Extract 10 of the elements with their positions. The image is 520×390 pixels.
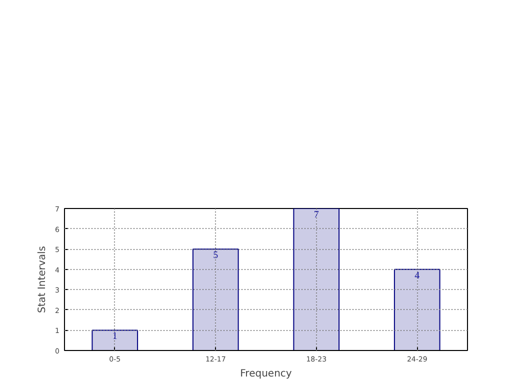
- data-label: 7: [314, 210, 319, 220]
- bar: [293, 208, 340, 350]
- data-label: 1: [112, 331, 118, 342]
- bar: [394, 268, 440, 350]
- data-label: 5: [213, 250, 218, 262]
- y-axis-title: Stat Intervals: [37, 246, 48, 313]
- x-axis-title: Frequency: [240, 368, 292, 380]
- data-label: 4: [414, 270, 420, 282]
- bar: [192, 248, 239, 350]
- bar: [92, 330, 138, 350]
